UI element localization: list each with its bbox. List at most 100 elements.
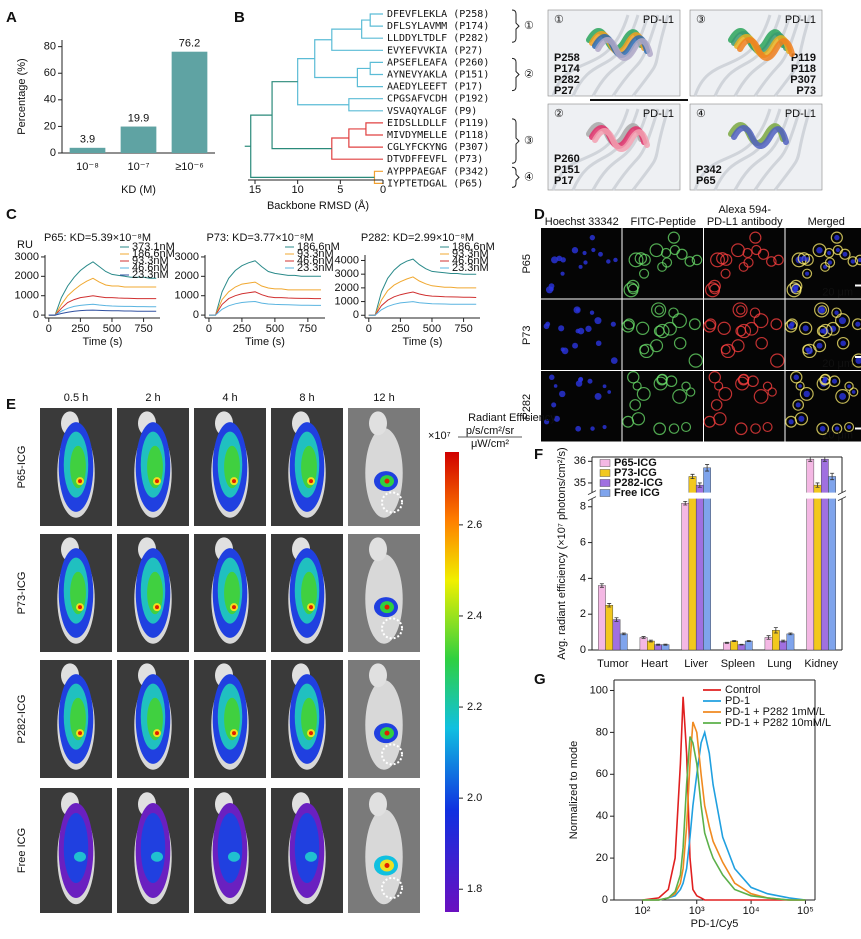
error-bar <box>822 456 827 462</box>
signal <box>384 604 390 610</box>
nucleus <box>834 310 839 315</box>
nucleus <box>823 264 828 269</box>
colorbar-tick-label: 2.2 <box>467 701 482 713</box>
nucleus <box>610 321 616 327</box>
legend-label: Free ICG <box>614 487 660 499</box>
x-tick-label: 0 <box>206 323 212 335</box>
panel-label: C <box>6 206 17 223</box>
protein-surface <box>631 14 670 97</box>
error-bar <box>808 456 813 462</box>
panel-label: G <box>534 671 546 688</box>
signal <box>305 851 317 862</box>
y-tick-label: 8 <box>580 501 586 513</box>
signal <box>155 605 159 610</box>
cell-membrane <box>691 254 703 266</box>
cell-membrane <box>634 252 648 265</box>
series-line <box>209 291 321 316</box>
value-label: 3.9 <box>80 134 95 146</box>
cell-membrane <box>847 256 859 267</box>
series-line <box>48 295 157 316</box>
cell-membrane <box>638 268 650 279</box>
nucleus <box>820 328 825 334</box>
bar <box>120 126 157 153</box>
nucleus <box>549 374 555 381</box>
y-tick-label: 60 <box>44 67 56 79</box>
error-bar <box>724 641 729 644</box>
time-label: 12 h <box>373 392 394 404</box>
colorbar-factor: ×10⁷ <box>428 430 451 442</box>
peptide-label: P258 <box>554 52 580 64</box>
nucleus <box>850 259 856 264</box>
scale-bar-label: 20 μm <box>822 286 853 298</box>
cell-membrane <box>786 318 798 330</box>
time-label: 4 h <box>222 392 237 404</box>
x-tick-label: Liver <box>684 658 708 670</box>
nucleus <box>582 250 587 256</box>
cluster-number: ① <box>524 20 534 32</box>
x-tick-label: 15 <box>249 184 261 196</box>
signal <box>70 697 86 741</box>
bar <box>723 642 731 651</box>
y-tick-label: 0 <box>602 894 608 906</box>
cell-membrane <box>844 421 855 433</box>
nucleus <box>816 342 823 349</box>
y-tick-label: 2000 <box>335 282 359 294</box>
nucleus <box>816 247 823 254</box>
bar <box>688 476 697 651</box>
value-label: 76.2 <box>179 38 200 50</box>
cluster-number: ② <box>524 68 534 80</box>
peptide-helix <box>731 125 789 149</box>
x-tick-label: 750 <box>299 323 317 335</box>
cell-membrane <box>750 423 761 434</box>
nucleus <box>583 260 588 265</box>
protein-surface <box>611 14 660 97</box>
cell-membrane <box>655 323 670 339</box>
x-axis-label: Backbone RMSD (Å) <box>267 199 369 212</box>
sequence-label: AYPPPAEGAF (P342) <box>387 166 489 177</box>
cell-membrane <box>708 279 721 293</box>
cell-membrane <box>753 389 769 404</box>
signal <box>232 605 236 610</box>
bar <box>681 502 690 651</box>
cell-membrane <box>673 336 687 350</box>
cell-membrane <box>720 343 736 359</box>
signal <box>78 605 82 610</box>
nucleus <box>602 384 607 389</box>
value-label: 19.9 <box>128 112 149 124</box>
x-tick-label: Lung <box>767 658 791 670</box>
signal <box>232 731 236 736</box>
legend-label: PD-1 + P282 10mM/L <box>725 717 831 729</box>
x-tick-label: Spleen <box>721 658 755 670</box>
cell-membrane <box>828 375 841 388</box>
error-bar <box>690 473 695 480</box>
protein-surface <box>753 14 802 97</box>
x-axis-label: KD (M) <box>121 184 156 196</box>
nucleus <box>543 419 550 425</box>
column-header: PD-L1 antibody <box>707 216 783 228</box>
series-line <box>209 300 321 316</box>
nucleus <box>847 384 851 389</box>
cell-membrane <box>654 305 664 315</box>
cluster-number: ④ <box>524 171 534 183</box>
cell-membrane <box>653 325 665 337</box>
sequence-label: MIVDYMELLE (P118) <box>387 130 489 141</box>
series-line <box>368 291 477 316</box>
nucleus <box>575 425 582 432</box>
signal <box>78 731 82 736</box>
x-tick-label: 0 <box>46 323 52 335</box>
chart-title: P65: KD=5.39×10⁻⁸M <box>44 232 151 244</box>
cell-membrane <box>688 318 701 331</box>
dendrogram-branch <box>369 61 383 76</box>
cell-membrane <box>676 248 688 260</box>
sequence-label: CPGSAFVCDH (P192) <box>387 94 489 105</box>
x-tick-label: 10⁻⁸ <box>76 161 99 173</box>
cell-membrane <box>762 381 773 391</box>
row-label: P65 <box>521 254 533 274</box>
cell-membrane <box>818 323 833 339</box>
cell-membrane <box>667 231 680 244</box>
error-bar <box>683 500 688 506</box>
nucleus <box>831 378 838 384</box>
mouse-head <box>369 411 387 436</box>
bar <box>786 633 795 651</box>
cluster-brace <box>511 57 520 92</box>
